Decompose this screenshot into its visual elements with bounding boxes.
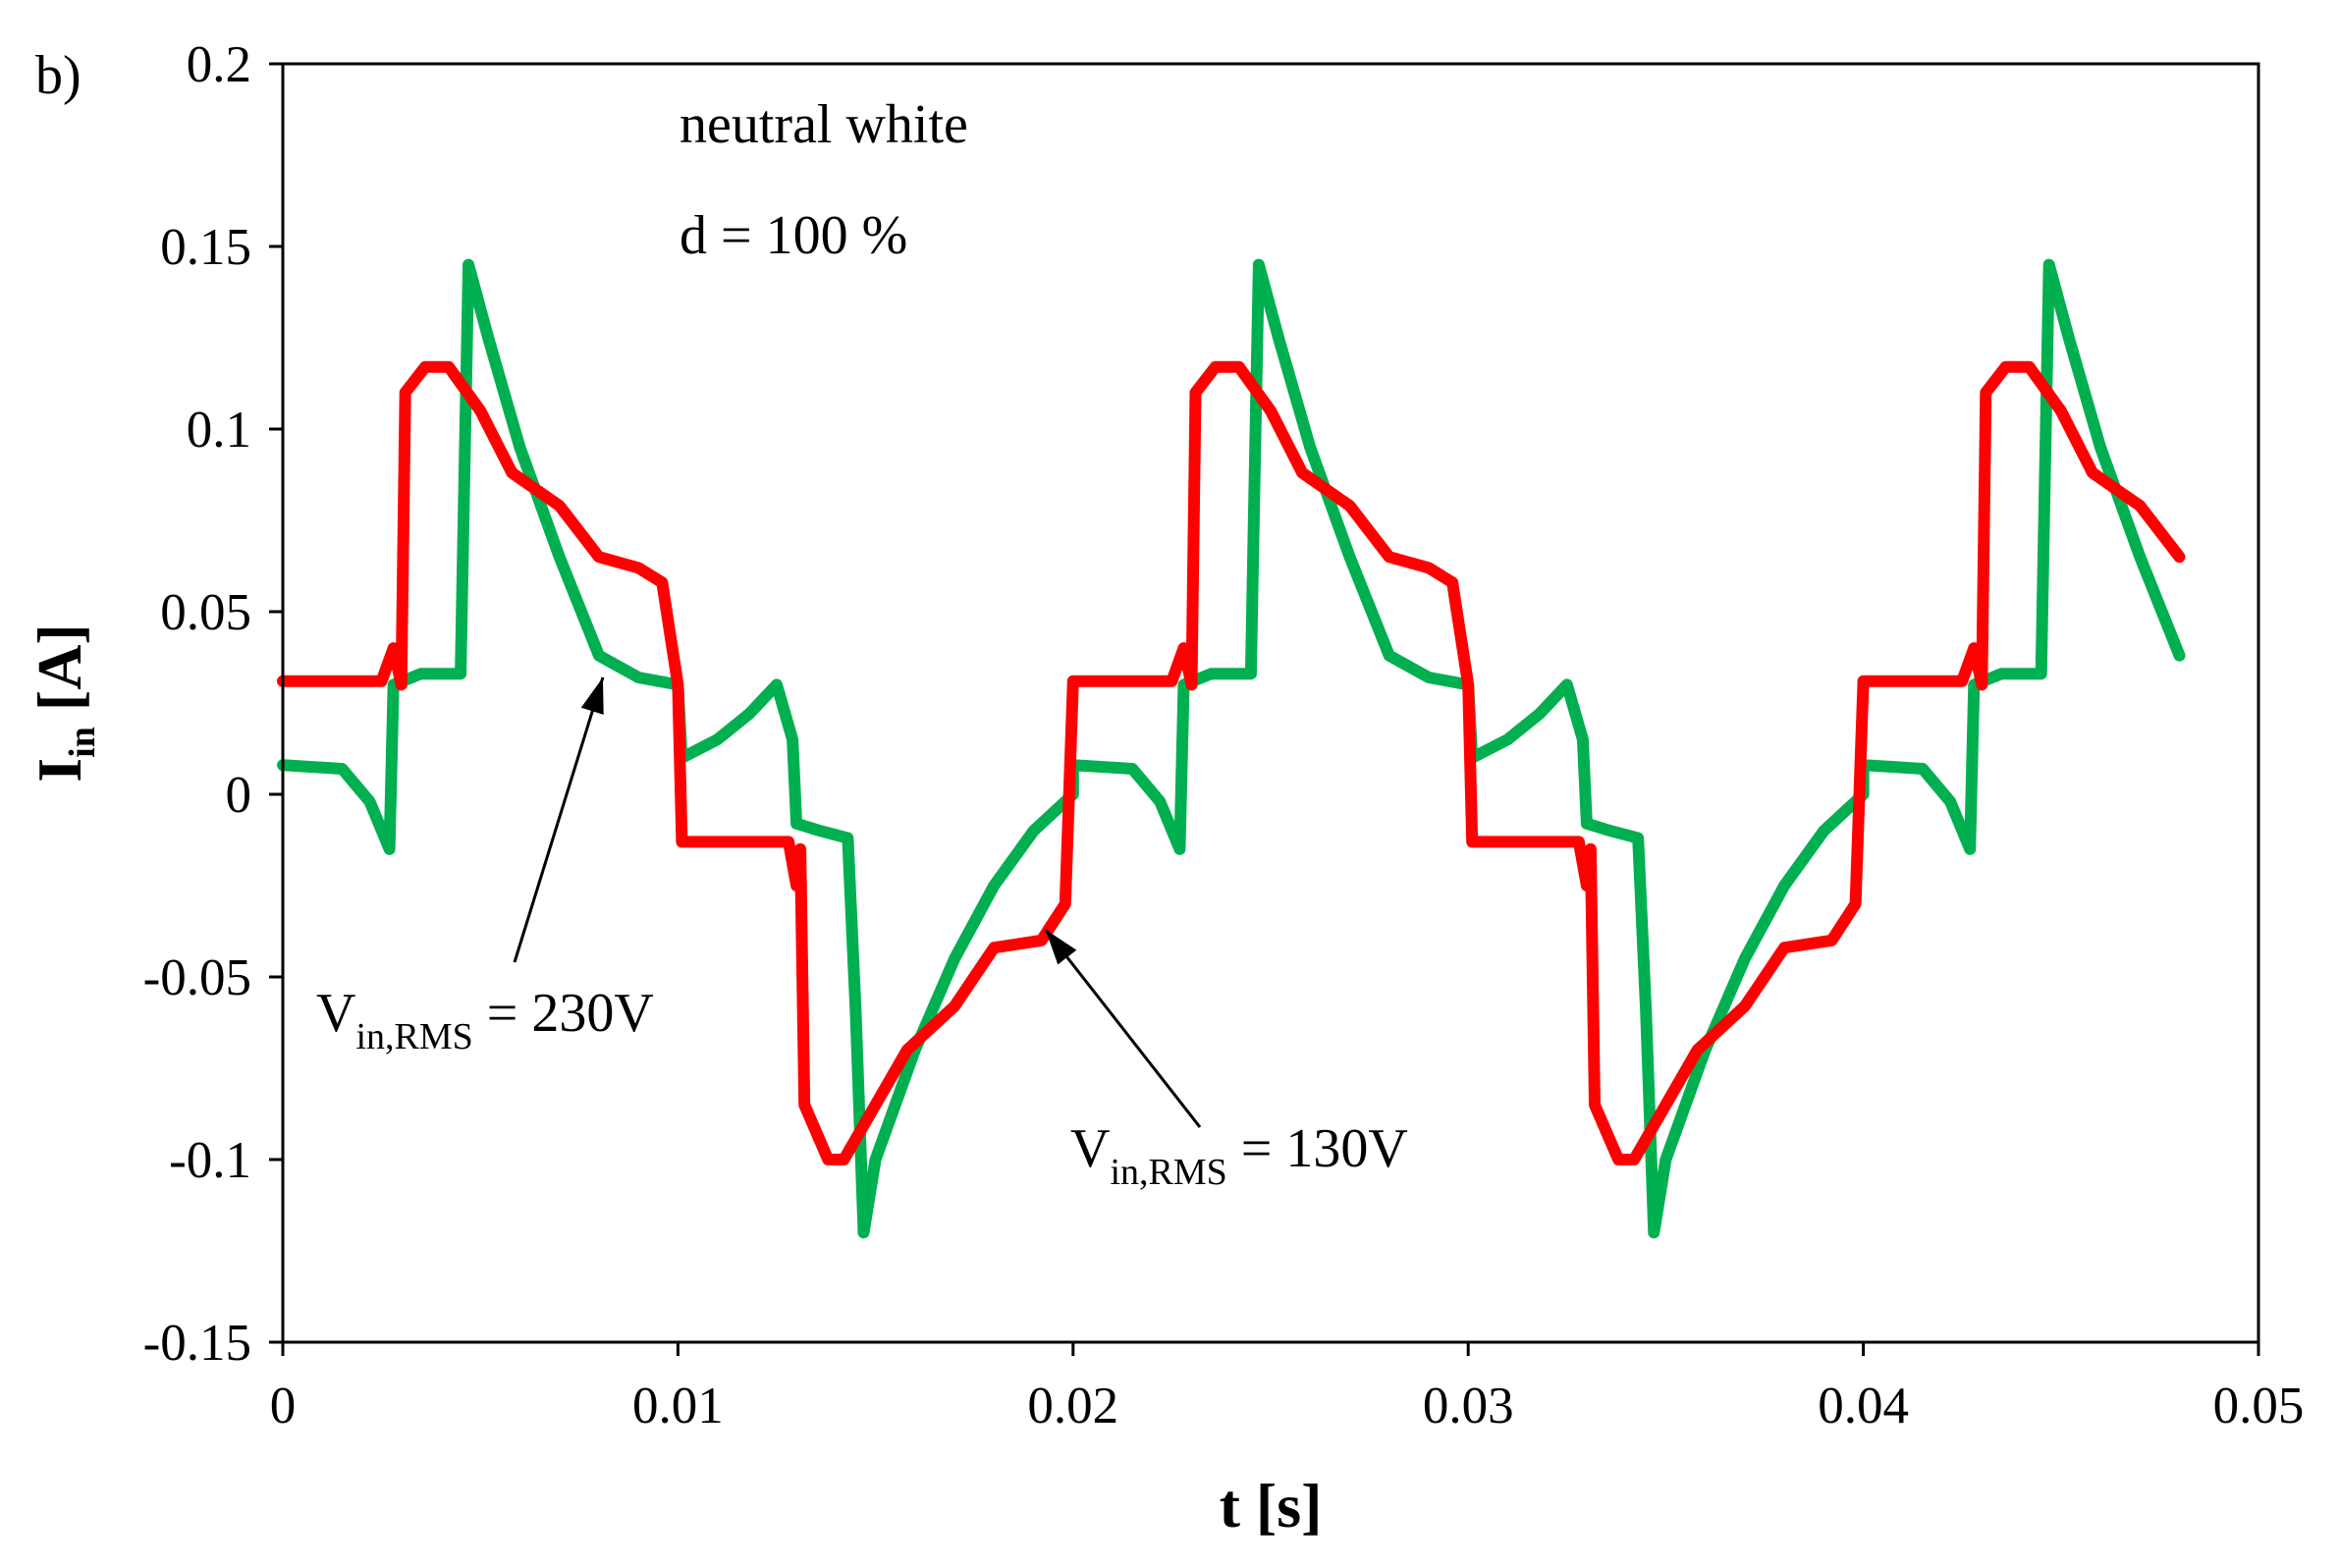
x-tick-label: 0.01	[632, 1378, 724, 1434]
legend-130v-rest: = 130V	[1227, 1118, 1408, 1179]
y-tick-label: 0.05	[160, 584, 251, 641]
y-tick-label: 0.1	[187, 402, 251, 459]
legend-label-230v: Vin,RMS = 230V	[316, 983, 654, 1057]
y-tick-label: 0.2	[187, 36, 251, 93]
y-axis-title-main: I	[25, 758, 94, 783]
x-tick-label: 0	[270, 1378, 297, 1434]
legend-130v-main: V	[1070, 1118, 1110, 1179]
annotation-duty-cycle: d = 100 %	[680, 205, 907, 266]
arrow-130v	[1044, 928, 1202, 1128]
arrow-130v-head	[1045, 929, 1077, 965]
legend-130v-sub: in,RMS	[1110, 1152, 1226, 1193]
x-tick-label: 0.03	[1423, 1378, 1514, 1434]
axis-ticks: 0 0.01 0.02 0.03 0.04 0.05 -0.15 -0.1 -0.05 0 0.05…	[143, 36, 2305, 1434]
plot-frame	[281, 62, 2260, 1344]
legend-230v-main: V	[316, 983, 355, 1044]
y-axis-title: Iin [A]	[25, 623, 103, 782]
series-line-230v	[277, 258, 2186, 1239]
series-line-130v	[277, 360, 2186, 1165]
y-tick-label: -0.1	[169, 1132, 251, 1189]
y-tick-label: -0.15	[143, 1315, 251, 1372]
legend-230v-sub: in,RMS	[355, 1016, 472, 1057]
x-tick-label: 0.05	[2213, 1378, 2305, 1434]
annotation-neutral-white: neutral white	[680, 94, 968, 155]
y-tick-label: 0.15	[160, 219, 251, 276]
arrow-230v	[513, 676, 605, 963]
legend-label-130v: Vin,RMS = 130V	[1070, 1118, 1408, 1193]
x-tick-label: 0.02	[1027, 1378, 1118, 1434]
y-tick-label: -0.05	[143, 949, 251, 1006]
arrow-230v-head	[580, 676, 604, 715]
x-tick-label: 0.04	[1818, 1378, 1909, 1434]
y-axis-title-unit: [A]	[25, 623, 94, 727]
series-layer	[277, 258, 2186, 1239]
y-axis-title-sub: in	[62, 727, 103, 758]
arrow-layer	[513, 676, 1202, 1128]
panel-label: b)	[35, 45, 82, 106]
y-tick-label: 0	[226, 767, 252, 824]
legend-230v-rest: = 230V	[473, 983, 654, 1044]
x-axis-title: t [s]	[1220, 1471, 1323, 1541]
